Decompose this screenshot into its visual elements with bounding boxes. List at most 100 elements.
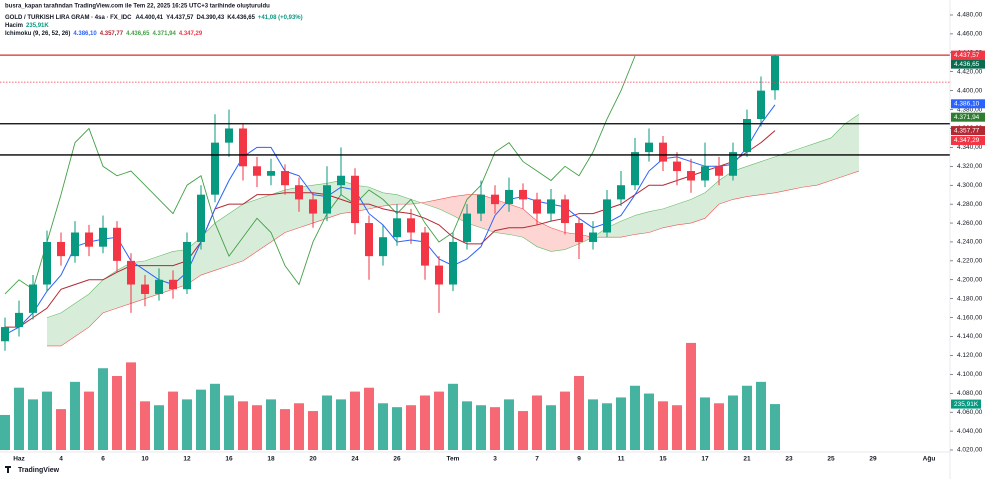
x-tick-label: 9: [577, 456, 581, 463]
cloud-segment: [831, 123, 845, 181]
ichimoku-header: Ichimoku (9, 26, 52, 26) 4.386,10 4.357,77…: [5, 31, 203, 37]
y-tick-label: 4.020,00: [957, 447, 983, 454]
volume-bar: [224, 395, 234, 450]
y-tick-label: 4.080,00: [957, 390, 983, 397]
cloud-segment: [75, 293, 89, 337]
volume-header: Hacim 235,91K: [5, 23, 49, 29]
cloud-segment: [61, 303, 75, 346]
volume-bar: [532, 395, 542, 450]
candle-body: [771, 55, 779, 91]
cloud-segment: [551, 227, 565, 252]
candle-body: [15, 312, 23, 328]
x-tick-label: 11: [618, 456, 625, 463]
volume-bar: [420, 395, 430, 450]
candle-body: [561, 199, 569, 224]
volume-bar: [280, 409, 290, 450]
volume-bar: [126, 362, 136, 450]
candle-body: [715, 166, 723, 176]
candle-body: [71, 232, 79, 257]
volume-bar: [504, 399, 514, 450]
span-a-line: [46, 114, 860, 318]
cloud-segment: [747, 161, 761, 197]
y-tick-label: 4.060,00: [957, 409, 983, 416]
candle-body: [435, 265, 443, 285]
price-tag-label: 4.436,65: [954, 61, 980, 68]
volume-bar: [210, 383, 220, 450]
volume-bar: [686, 342, 696, 450]
volume-bar: [742, 385, 752, 450]
candle-body: [505, 189, 513, 205]
y-tick-label: 4.140,00: [957, 333, 983, 340]
volume-bar: [406, 405, 416, 450]
candle-body: [141, 284, 149, 294]
y-tick-label: 4.200,00: [957, 277, 983, 284]
axes: 4.020,00 4.040,00 4.060,00 4.080,00 4.100,00…: [13, 12, 985, 463]
candle-body: [463, 213, 471, 242]
price-tag-label: 4.357,77: [954, 127, 980, 134]
candle-body: [491, 194, 499, 205]
cloud-segment: [817, 137, 831, 186]
symbol: GOLD / TURKISH LIRA GRAM · 4sa · FX_IDC: [5, 15, 132, 21]
candle-body: [421, 232, 429, 266]
volume-bar: [700, 397, 710, 450]
volume-bar: [434, 391, 444, 450]
candle-body: [337, 175, 345, 186]
x-tick-label: 10: [141, 456, 149, 463]
cloud-segment: [509, 204, 523, 238]
x-tick-label: 20: [309, 456, 317, 463]
ichimoku-value: 4.386,10: [73, 31, 97, 37]
candle-body: [687, 171, 695, 181]
x-tick-label: 29: [869, 456, 877, 463]
volume-bar: [378, 403, 388, 450]
volume-bar: [140, 401, 150, 450]
price-tag: [951, 112, 985, 122]
attribution: busra_kapan tarafından TradingView.com i…: [5, 4, 270, 10]
x-tick-label: 18: [267, 456, 275, 463]
volume-value: 235,91K: [26, 23, 49, 29]
span-b-line: [47, 170, 860, 347]
volume-bar: [238, 401, 248, 450]
volume-bar: [84, 391, 94, 450]
cloud-segment: [103, 270, 117, 313]
candle-body: [393, 218, 401, 238]
cloud-segment: [635, 211, 649, 235]
volume-bar: [56, 409, 66, 450]
candle-body: [449, 241, 457, 285]
x-tick-label: Haz: [13, 456, 25, 463]
symbol-line: GOLD / TURKISH LIRA GRAM · 4sa · FX_IDC A…: [5, 15, 303, 21]
volume-bar: [252, 405, 262, 450]
candle-body: [407, 218, 415, 233]
volume-bar: [714, 403, 724, 450]
plot-area: [0, 54, 950, 450]
candle-body: [547, 199, 555, 214]
volume-bar: [392, 407, 402, 450]
y-tick-label: 4.320,00: [957, 163, 983, 170]
ichimoku-title: Ichimoku (9, 26, 52, 26): [5, 31, 70, 37]
x-tick-label: 4: [59, 456, 63, 463]
y-tick-label: 4.280,00: [957, 201, 983, 208]
ichimoku-value: 4.371,94: [152, 31, 176, 37]
candle-body: [589, 232, 597, 242]
y-tick-label: 4.300,00: [957, 182, 983, 189]
volume-bar: [770, 404, 780, 450]
volume-bar: [448, 383, 458, 450]
y-tick-label: 4.100,00: [957, 371, 983, 378]
ohlc-low: D4.390,43: [197, 15, 225, 21]
volume-tag-label: 235,91K: [954, 401, 979, 408]
candle-body: [225, 128, 233, 143]
candle-body: [113, 227, 121, 261]
volume-bar: [336, 399, 346, 450]
cloud-segment: [677, 199, 691, 225]
y-tick-label: 4.260,00: [957, 220, 983, 227]
ohlc-open: A4.400,41: [135, 15, 163, 21]
ohlc-high: Y4.437,57: [166, 15, 194, 21]
volume-bar: [308, 411, 318, 450]
x-tick-label: 15: [659, 456, 667, 463]
candle-body: [309, 199, 317, 214]
candle-body: [603, 199, 611, 233]
volume-bar: [98, 368, 108, 450]
cloud-segment: [845, 114, 859, 176]
volume-bar: [630, 385, 640, 450]
candle-body: [295, 185, 303, 200]
